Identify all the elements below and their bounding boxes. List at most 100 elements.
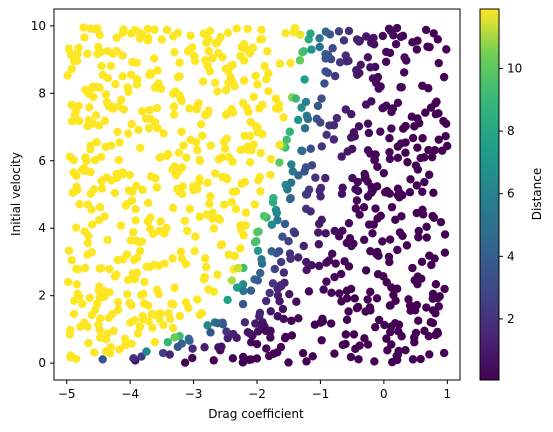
scatter-point: [143, 301, 153, 310]
scatter-point: [431, 280, 441, 289]
scatter-point: [421, 25, 431, 35]
scatter-point: [353, 302, 363, 312]
scatter-point: [321, 229, 330, 238]
scatter-point: [142, 347, 151, 356]
scatter-point: [266, 170, 275, 179]
colorbar-tick-label: 4: [507, 249, 515, 263]
scatter-point: [414, 233, 423, 242]
scatter-point: [211, 78, 220, 87]
scatter-point: [246, 338, 256, 347]
scatter-point: [314, 219, 324, 229]
scatter-point: [314, 228, 323, 237]
scatter-point: [150, 337, 160, 347]
scatter-point: [214, 155, 223, 164]
scatter-point: [228, 78, 237, 87]
scatter-point: [130, 25, 139, 35]
scatter-point: [287, 331, 297, 340]
scatter-point: [413, 143, 422, 152]
scatter-point: [288, 167, 298, 176]
scatter-point: [143, 198, 153, 208]
scatter-point: [378, 31, 388, 41]
scatter-point: [178, 182, 187, 191]
scatter-point: [113, 127, 122, 137]
scatter-point: [198, 131, 207, 140]
y-tick-label: 4: [38, 221, 46, 235]
scatter-point: [387, 202, 397, 212]
scatter-point: [206, 192, 215, 201]
scatter-point: [86, 145, 95, 154]
scatter-point: [180, 216, 190, 226]
scatter-point: [227, 197, 236, 207]
scatter-point: [243, 328, 253, 337]
scatter-point: [249, 140, 258, 149]
scatter-point: [110, 272, 120, 281]
scatter-point: [216, 240, 226, 250]
scatter-point: [126, 236, 136, 245]
scatter-point: [344, 218, 354, 228]
scatter-point: [246, 355, 256, 364]
scatter-point: [118, 72, 127, 81]
scatter-point: [72, 171, 81, 181]
scatter-point: [130, 255, 139, 264]
scatter-point: [210, 169, 220, 178]
scatter-point: [387, 340, 396, 349]
scatter-point: [341, 105, 351, 114]
scatter-point: [412, 45, 422, 54]
scatter-point: [224, 152, 234, 162]
scatter-point: [150, 25, 159, 34]
scatter-point: [349, 330, 359, 339]
scatter-point: [127, 119, 136, 129]
scatter-point: [422, 222, 431, 231]
scatter-point: [319, 285, 328, 294]
scatter-point: [132, 80, 142, 89]
scatter-point: [274, 104, 284, 113]
scatter-point: [143, 24, 152, 34]
scatter-point: [306, 29, 315, 38]
scatter-point: [224, 250, 233, 259]
scatter-point: [97, 184, 107, 193]
scatter-point: [205, 199, 214, 208]
scatter-point: [87, 220, 97, 229]
scatter-point: [397, 212, 406, 221]
scatter-point: [280, 334, 290, 343]
scatter-point: [146, 172, 156, 181]
scatter-point: [387, 322, 396, 331]
scatter-point: [338, 183, 347, 192]
scatter-point: [72, 182, 81, 192]
scatter-point: [257, 255, 266, 264]
scatter-point: [254, 227, 263, 236]
scatter-point: [262, 344, 271, 353]
scatter-point: [249, 92, 258, 102]
scatter-point: [251, 319, 260, 328]
y-tick-label: 8: [38, 86, 46, 100]
scatter-point: [300, 124, 310, 133]
scatter-point: [311, 173, 320, 182]
scatter-point: [281, 29, 290, 38]
scatter-point: [320, 79, 329, 88]
scatter-point: [306, 144, 315, 153]
scatter-point: [191, 232, 200, 241]
scatter-point: [182, 153, 191, 162]
scatter-point: [264, 87, 273, 96]
scatter-point: [96, 314, 105, 323]
scatter-point: [250, 200, 259, 209]
scatter-point: [202, 262, 211, 272]
scatter-point: [361, 266, 371, 275]
scatter-point: [94, 215, 104, 225]
scatter-point: [385, 147, 394, 157]
scatter-point: [218, 53, 227, 62]
scatter-point: [209, 356, 218, 365]
scatter-point: [341, 339, 350, 349]
scatter-point: [97, 61, 106, 71]
scatter-point: [415, 119, 424, 128]
scatter-point: [146, 70, 156, 79]
scatter-point: [440, 230, 450, 239]
scatter-point: [151, 83, 161, 93]
scatter-point: [429, 188, 438, 198]
scatter-point: [276, 342, 286, 352]
scatter-point: [321, 173, 330, 183]
scatter-point: [385, 134, 394, 143]
scatter-point: [286, 254, 295, 263]
scatter-point: [418, 187, 427, 196]
scatter-point: [264, 69, 273, 78]
